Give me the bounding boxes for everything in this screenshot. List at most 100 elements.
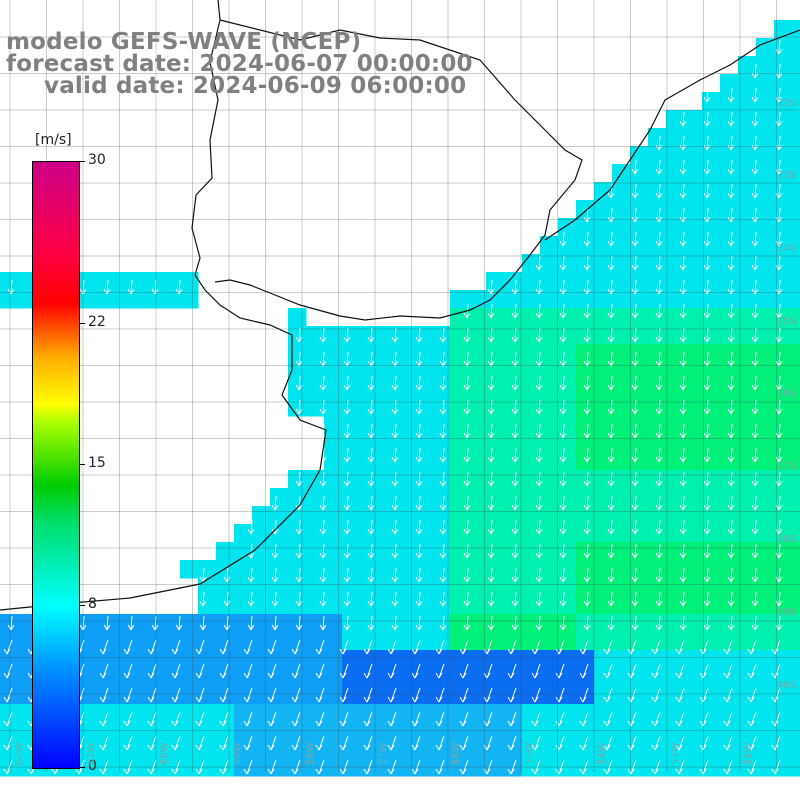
wind-speed-cell — [594, 380, 613, 399]
wind-arrow — [559, 279, 567, 295]
wind-arrow — [631, 351, 639, 367]
wind-arrow — [99, 687, 109, 703]
wind-speed-cell — [756, 506, 775, 525]
wind-arrow — [583, 495, 591, 511]
wind-speed-cell — [558, 380, 577, 399]
wind-speed-cell — [360, 578, 379, 597]
wind-speed-cell — [252, 722, 271, 741]
wind-speed-cell — [630, 362, 649, 381]
wind-speed-cell — [270, 596, 289, 615]
wind-speed-cell — [180, 740, 199, 759]
wind-speed-cell — [0, 668, 19, 687]
wind-arrow — [171, 735, 181, 751]
wind-speed-cell — [324, 704, 343, 723]
wind-arrow — [243, 639, 253, 655]
wind-speed-cell — [702, 164, 721, 183]
wind-arrow — [223, 615, 231, 631]
wind-speed-cell — [288, 578, 307, 597]
wind-speed-cell — [504, 452, 523, 471]
wind-arrow — [415, 423, 423, 439]
wind-speed-cell — [756, 236, 775, 255]
wind-speed-cell — [486, 380, 505, 399]
wind-speed-cell — [144, 650, 163, 669]
wind-speed-cell — [558, 416, 577, 435]
wind-speed-cell — [666, 398, 685, 417]
wind-speed-cell — [576, 254, 595, 273]
wind-arrow — [435, 687, 445, 703]
wind-arrow — [751, 159, 759, 175]
wind-arrow — [487, 375, 495, 391]
wind-speed-cell — [504, 650, 523, 669]
wind-arrow — [511, 591, 519, 607]
wind-arrow — [535, 279, 543, 295]
wind-speed-cell — [792, 344, 800, 363]
wind-speed-cell — [504, 272, 523, 291]
wind-speed-cell — [306, 722, 325, 741]
wind-speed-cell — [486, 722, 505, 741]
wind-speed-cell — [612, 560, 631, 579]
wind-arrow — [7, 615, 15, 631]
wind-arrow — [679, 447, 687, 463]
wind-speed-cell — [162, 632, 181, 651]
wind-arrow — [727, 183, 735, 199]
wind-arrow — [607, 399, 615, 415]
wind-speed-cell — [648, 596, 667, 615]
wind-speed-cell — [396, 560, 415, 579]
wind-speed-cell — [774, 110, 793, 129]
wind-arrow — [679, 615, 687, 631]
wind-speed-cell — [684, 470, 703, 489]
wind-speed-cell — [324, 650, 343, 669]
wind-arrow — [223, 591, 231, 607]
wind-arrow — [703, 327, 711, 343]
wind-speed-cell — [756, 146, 775, 165]
wind-speed-cell — [486, 326, 505, 345]
wind-speed-cell — [594, 632, 613, 651]
wind-speed-cell — [270, 704, 289, 723]
wind-arrow — [703, 375, 711, 391]
wind-arrow — [339, 687, 349, 703]
wind-speed-cell — [450, 740, 469, 759]
wind-speed-cell — [702, 506, 721, 525]
wind-speed-cell — [162, 272, 181, 291]
wind-arrow — [367, 495, 375, 511]
wind-speed-cell — [702, 128, 721, 147]
wind-speed-cell — [216, 542, 235, 561]
wind-speed-cell — [666, 200, 685, 219]
wind-speed-cell — [738, 290, 757, 309]
longitude-label: 52W — [743, 742, 754, 765]
wind-arrow — [583, 615, 591, 631]
wind-arrow — [463, 351, 471, 367]
wind-speed-cell — [414, 344, 433, 363]
wind-speed-cell — [738, 146, 757, 165]
wind-speed-cell — [378, 452, 397, 471]
wind-speed-cell — [504, 542, 523, 561]
wind-speed-cell — [450, 470, 469, 489]
wind-speed-cell — [684, 146, 703, 165]
wind-speed-cell — [666, 236, 685, 255]
wind-speed-cell — [486, 434, 505, 453]
wind-speed-cell — [576, 722, 595, 741]
wind-speed-cell — [666, 416, 685, 435]
wind-speed-cell — [756, 560, 775, 579]
wind-speed-cell — [612, 722, 631, 741]
wind-speed-cell — [558, 398, 577, 417]
wind-speed-cell — [738, 380, 757, 399]
wind-speed-cell — [666, 146, 685, 165]
wind-arrow — [703, 183, 711, 199]
wind-speed-cell — [306, 668, 325, 687]
wind-speed-cell — [378, 632, 397, 651]
wind-arrow — [511, 375, 519, 391]
wind-speed-cell — [270, 488, 289, 507]
wind-speed-cell — [774, 470, 793, 489]
wind-speed-cell — [468, 452, 487, 471]
wind-arrow — [219, 711, 229, 727]
wind-speed-cell — [738, 200, 757, 219]
wind-arrow — [511, 351, 519, 367]
wind-speed-cell — [792, 272, 800, 291]
wind-arrow — [199, 615, 207, 631]
wind-vectors — [3, 39, 783, 775]
wind-arrow — [607, 519, 615, 535]
longitude-label: 56W — [451, 742, 462, 765]
wind-speed-cell — [648, 704, 667, 723]
